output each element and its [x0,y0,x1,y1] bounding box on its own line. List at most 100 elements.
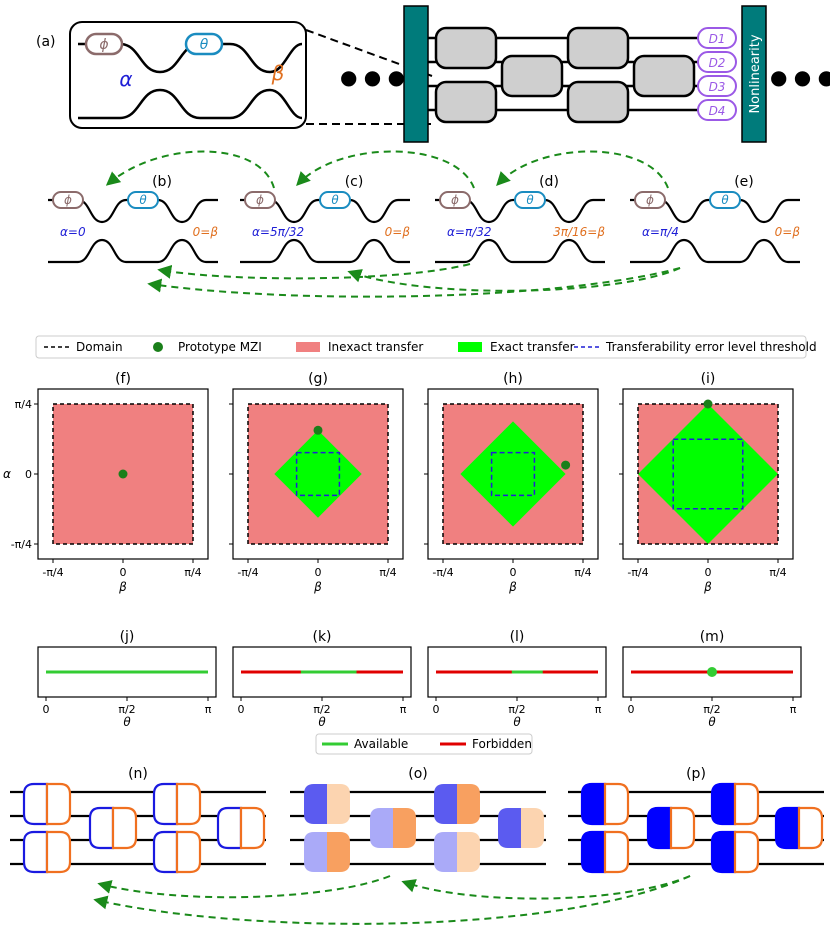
legend-inexact-label: Inexact transfer [328,340,423,354]
mzi-lower-arm [435,238,605,264]
legend-inexact-swatch [296,342,320,352]
alpha-half [152,782,179,826]
alpha-half [304,784,327,824]
legend-prototype-label: Prototype MZI [178,340,262,354]
legend-exact-label: Exact transfer [490,340,575,354]
x-tick-label: π/4 [574,566,591,579]
theta-tick-label: π/2 [118,703,135,716]
alpha-half [304,832,327,872]
mesh-label: (n) [128,766,148,782]
alpha-half [22,782,49,826]
theta-tick-label: π [400,703,407,716]
x-axis-label: β [703,580,712,594]
x-tick-label: -π/4 [627,566,648,579]
mzi-panel-label: (e) [734,174,754,190]
plot-label: (f) [115,371,131,387]
alpha-half [434,784,457,824]
beta-half [45,782,72,826]
threshold-box [490,451,536,497]
nonlinearity-bar [741,5,767,143]
bottom-meshes: (n) (o) (p) [10,766,824,874]
x-axis-label: β [508,580,517,594]
theta-plot-j: (j) 0 π/2 π θ [37,629,217,729]
theta-plot-label: (m) [700,629,725,645]
alpha-half [216,806,243,850]
phi-shifter [244,191,276,209]
exact-region [460,421,566,527]
transfer-arrows [105,150,681,298]
available-point [707,667,718,677]
mzi-panel-label: (c) [345,174,364,190]
alpha-half [498,808,521,848]
theta-plots: (j) 0 π/2 π θ (k) 0 π/2 π θ (l) 0 π/2 π θ (m) 0 π/2 π θ [37,629,802,729]
input-layer-bar [403,5,429,143]
legend-available-label: Available [354,737,408,751]
theta-label: θ [721,193,729,207]
theta-tick-label: π [790,703,797,716]
theta-axis-label: θ [513,715,521,729]
x-tick-label: 0 [120,566,127,579]
domain-box [247,403,389,545]
beta-half [239,806,266,850]
prototype-point [313,425,323,435]
alpha-half [370,808,393,848]
x-axis-label: β [313,580,322,594]
beta-half [669,806,696,850]
beta-half [175,830,202,874]
panel-a: (a) ϕ θ α β ● ● ● ● ● ● D1 D2 D3 [36,5,830,143]
beta-half [733,782,760,826]
theta-shifter [319,191,351,209]
panel-a-label: (a) [36,34,56,50]
phi-shifter [52,191,84,209]
theta-tick-label: 0 [433,703,440,716]
mzi-1: (c) ϕ θ α=5π/32 0=β [240,174,411,264]
theta-phase-shifter [184,32,224,56]
beta-value: 3π/16=β [553,225,605,239]
mzi-panel-label: (b) [152,174,172,190]
theta-tick-label: 0 [238,703,245,716]
beta-half [45,830,72,874]
mzi-lower-waveguide [78,88,303,120]
theta-axis-label: θ [318,715,326,729]
prototype-point [703,399,713,409]
alpha-value: α=π/32 [447,225,492,239]
plot-g: (g) -π/4 0 π/4 β [229,371,404,594]
mzi-zoom-box [69,21,307,129]
mzi-0: (b) ϕ θ α=0 0=β [48,174,218,264]
theta-shifter [514,191,546,209]
alpha-half [710,830,737,874]
theta-tick-label: 0 [43,703,50,716]
legend-bottom: Available Forbidden [315,733,533,755]
domain-box [442,403,584,545]
beta-half [521,808,544,848]
plot-label: (h) [503,371,523,387]
x-tick-label: 0 [510,566,517,579]
alpha-value: α=5π/32 [252,225,304,239]
plot-i: (i) -π/4 0 π/4 β [619,371,794,594]
theta-label: θ [331,193,339,207]
beta-half [327,784,350,824]
domain-box [52,403,194,545]
y-tick-label: π/4 [15,398,32,411]
alpha-half [152,830,179,874]
x-tick-label: -π/4 [432,566,453,579]
plot-f: (f) -π/4 0 π/4 β π/4 0 -π/4 α [3,371,209,594]
detectors: D1 D2 D3 D4 [697,27,737,121]
theta-plot-m: (m) 0 π/2 π θ [622,629,802,729]
beta-half [733,830,760,874]
phi-label: ϕ [646,193,654,207]
mesh-mzi [632,54,696,98]
mesh-mzi [434,26,498,70]
theta-axis-label: θ [708,715,716,729]
mzi-lower-arm [240,238,410,264]
y-axis-label: α [3,467,11,481]
theta-shifter [709,191,741,209]
phi-label: ϕ [99,37,108,53]
beta-half [603,830,630,874]
beta-half [175,782,202,826]
alpha-half [580,782,607,826]
beta-half [797,806,824,850]
prototype-point [118,469,128,479]
beta-value: 0=β [385,225,411,239]
